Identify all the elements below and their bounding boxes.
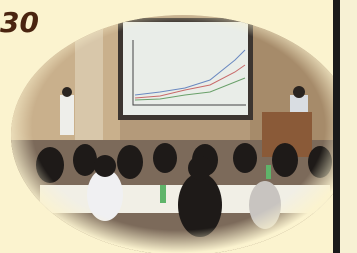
- page: 30: [0, 0, 357, 253]
- right-margin: [340, 0, 357, 253]
- number-label: 30: [0, 6, 39, 39]
- right-bar: [333, 0, 340, 253]
